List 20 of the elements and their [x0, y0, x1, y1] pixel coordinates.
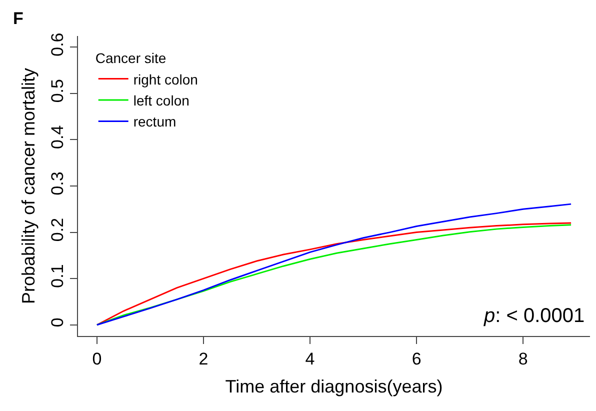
legend-label: rectum [133, 114, 176, 130]
legend-label: left colon [133, 92, 190, 108]
y-tick-label: 0.2 [48, 218, 68, 242]
text: F [13, 9, 24, 28]
x-axis-title: Time after diagnosis(years) [225, 376, 443, 396]
y-tick-label: 0.3 [48, 172, 68, 196]
x-tick-label: 8 [518, 349, 528, 368]
y-tick-label: 0.5 [48, 79, 68, 103]
y-tick-label: 0 [48, 318, 68, 328]
legend-label: right colon [133, 71, 198, 88]
y-tick-label: 0.1 [48, 264, 68, 288]
legend-title: Cancer site [95, 50, 166, 66]
x-tick-label: 2 [198, 349, 208, 368]
y-tick-label: 0.6 [48, 32, 68, 56]
x-tick-label: 4 [305, 349, 315, 368]
x-tick-label: 6 [412, 349, 422, 368]
annotation: p: < 0.0001 [483, 305, 585, 327]
y-axis-title: Probability of cancer mortality [18, 68, 38, 304]
y-tick-label: 0.4 [48, 125, 68, 149]
x-tick-label: 0 [92, 349, 102, 368]
